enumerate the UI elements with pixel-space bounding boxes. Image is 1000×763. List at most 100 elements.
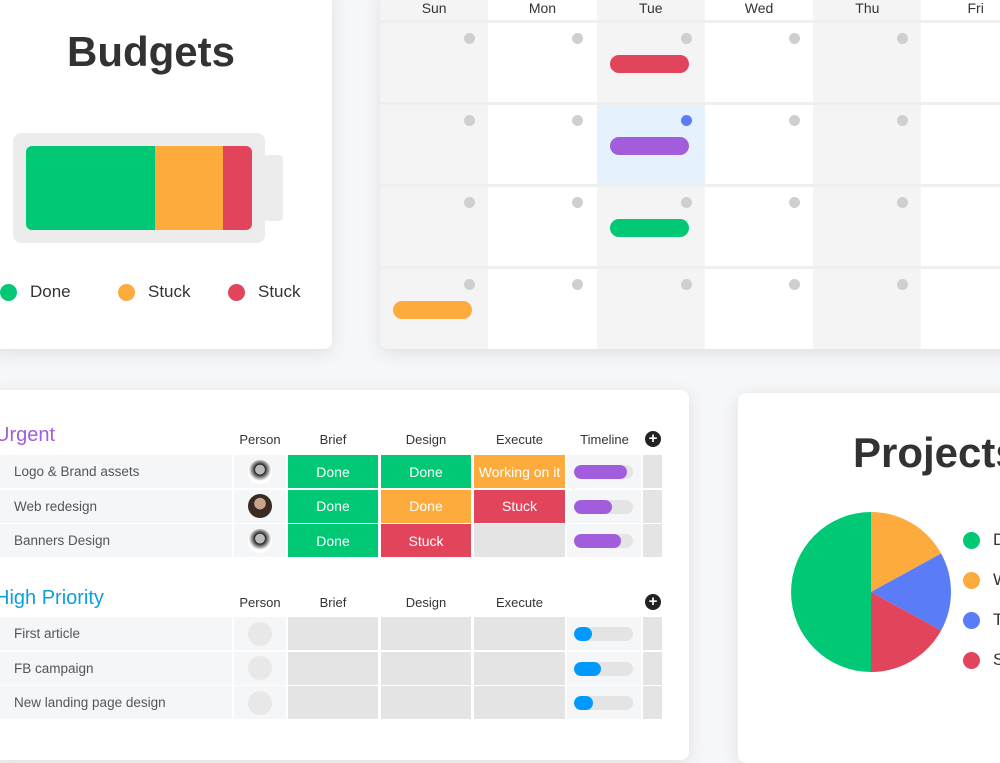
extra-cell[interactable]: [643, 524, 662, 557]
status-cell[interactable]: Working on it: [474, 455, 565, 488]
person-cell[interactable]: [234, 686, 286, 719]
status-cell[interactable]: [288, 617, 378, 650]
day-dot-icon[interactable]: [789, 197, 800, 208]
group-title[interactable]: High Priority: [0, 587, 104, 610]
status-cell[interactable]: [474, 652, 565, 685]
legend-label: Stuck: [148, 282, 191, 302]
legend-dot-icon: [963, 572, 980, 589]
item-name[interactable]: First article: [0, 617, 232, 650]
extra-cell[interactable]: [643, 652, 662, 685]
status-cell[interactable]: [381, 617, 471, 650]
add-column-icon[interactable]: +: [645, 594, 661, 610]
avatar[interactable]: [248, 494, 272, 518]
person-cell[interactable]: [234, 617, 286, 650]
calendar-event[interactable]: [610, 55, 689, 73]
empty-avatar-icon[interactable]: [248, 656, 272, 680]
day-dot-icon[interactable]: [464, 33, 475, 44]
timeline-progress: [574, 696, 593, 710]
day-header: Tue: [597, 0, 705, 16]
status-cell[interactable]: [381, 652, 471, 685]
timeline-bar[interactable]: [574, 500, 633, 514]
column-header: Execute: [474, 595, 565, 610]
timeline-progress: [574, 662, 601, 676]
extra-cell[interactable]: [643, 490, 662, 523]
day-header: Thu: [813, 0, 921, 16]
calendar-column-fri: Fri: [922, 0, 1000, 349]
status-cell[interactable]: Done: [381, 455, 471, 488]
status-cell[interactable]: Stuck: [381, 524, 471, 557]
status-cell[interactable]: [381, 686, 471, 719]
item-name[interactable]: New landing page design: [0, 686, 232, 719]
projects-legend-item: D: [963, 530, 1000, 550]
budget-segment-1: [155, 146, 223, 230]
day-dot-icon[interactable]: [789, 33, 800, 44]
column-header: Timeline: [567, 432, 642, 447]
empty-avatar-icon[interactable]: [248, 622, 272, 646]
day-dot-icon[interactable]: [681, 33, 692, 44]
status-cell[interactable]: Done: [288, 455, 378, 488]
legend-dot-icon: [963, 612, 980, 629]
status-cell[interactable]: Done: [288, 490, 378, 523]
add-column-icon[interactable]: +: [645, 431, 661, 447]
column-header: Brief: [288, 595, 378, 610]
avatar[interactable]: [248, 460, 272, 484]
day-dot-icon[interactable]: [789, 115, 800, 126]
legend-label: W: [993, 570, 1000, 590]
budget-legend-item: Done: [0, 282, 71, 302]
budgets-title: Budgets: [0, 28, 312, 76]
battery-nub: [265, 155, 283, 221]
avatar[interactable]: [248, 529, 272, 553]
week-divider: [380, 184, 1000, 187]
status-cell[interactable]: [474, 524, 565, 557]
status-cell[interactable]: [474, 617, 565, 650]
day-dot-icon[interactable]: [681, 115, 692, 126]
calendar-event[interactable]: [610, 137, 689, 155]
person-cell[interactable]: [234, 652, 286, 685]
timeline-bar[interactable]: [574, 696, 633, 710]
person-cell[interactable]: [234, 524, 286, 557]
calendar-event[interactable]: [610, 219, 689, 237]
status-cell[interactable]: [474, 686, 565, 719]
timeline-bar[interactable]: [574, 534, 633, 548]
legend-dot-icon: [963, 532, 980, 549]
day-dot-icon[interactable]: [464, 197, 475, 208]
day-dot-icon[interactable]: [464, 115, 475, 126]
person-cell[interactable]: [234, 490, 286, 523]
status-cell[interactable]: Done: [381, 490, 471, 523]
extra-cell[interactable]: [643, 686, 662, 719]
timeline-bar[interactable]: [574, 662, 633, 676]
extra-cell[interactable]: [643, 617, 662, 650]
day-dot-icon[interactable]: [789, 279, 800, 290]
legend-dot-icon: [118, 284, 135, 301]
status-cell[interactable]: Done: [288, 524, 378, 557]
legend-dot-icon: [228, 284, 245, 301]
day-dot-icon[interactable]: [681, 279, 692, 290]
legend-dot-icon: [963, 652, 980, 669]
day-dot-icon[interactable]: [681, 197, 692, 208]
item-name[interactable]: Banners Design: [0, 524, 232, 557]
person-cell[interactable]: [234, 455, 286, 488]
legend-dot-icon: [0, 284, 17, 301]
empty-avatar-icon[interactable]: [248, 691, 272, 715]
group-title[interactable]: Urgent: [0, 424, 55, 447]
status-cell[interactable]: [288, 652, 378, 685]
status-cell[interactable]: [288, 686, 378, 719]
extra-cell[interactable]: [643, 455, 662, 488]
day-header: Wed: [705, 0, 813, 16]
week-divider: [380, 266, 1000, 269]
item-name[interactable]: Logo & Brand assets: [0, 455, 232, 488]
timeline-progress: [574, 627, 592, 641]
legend-label: Done: [30, 282, 71, 302]
status-cell[interactable]: Stuck: [474, 490, 565, 523]
budget-segment-0: [26, 146, 155, 230]
day-dot-icon[interactable]: [464, 279, 475, 290]
item-name[interactable]: Web redesign: [0, 490, 232, 523]
budget-legend-item: Stuck: [228, 282, 301, 302]
day-header: Mon: [488, 0, 596, 16]
calendar-event[interactable]: [393, 301, 472, 319]
timeline-bar[interactable]: [574, 465, 633, 479]
timeline-bar[interactable]: [574, 627, 633, 641]
projects-card: Projects DWTS: [738, 393, 1000, 763]
column-header: Execute: [474, 432, 565, 447]
item-name[interactable]: FB campaign: [0, 652, 232, 685]
